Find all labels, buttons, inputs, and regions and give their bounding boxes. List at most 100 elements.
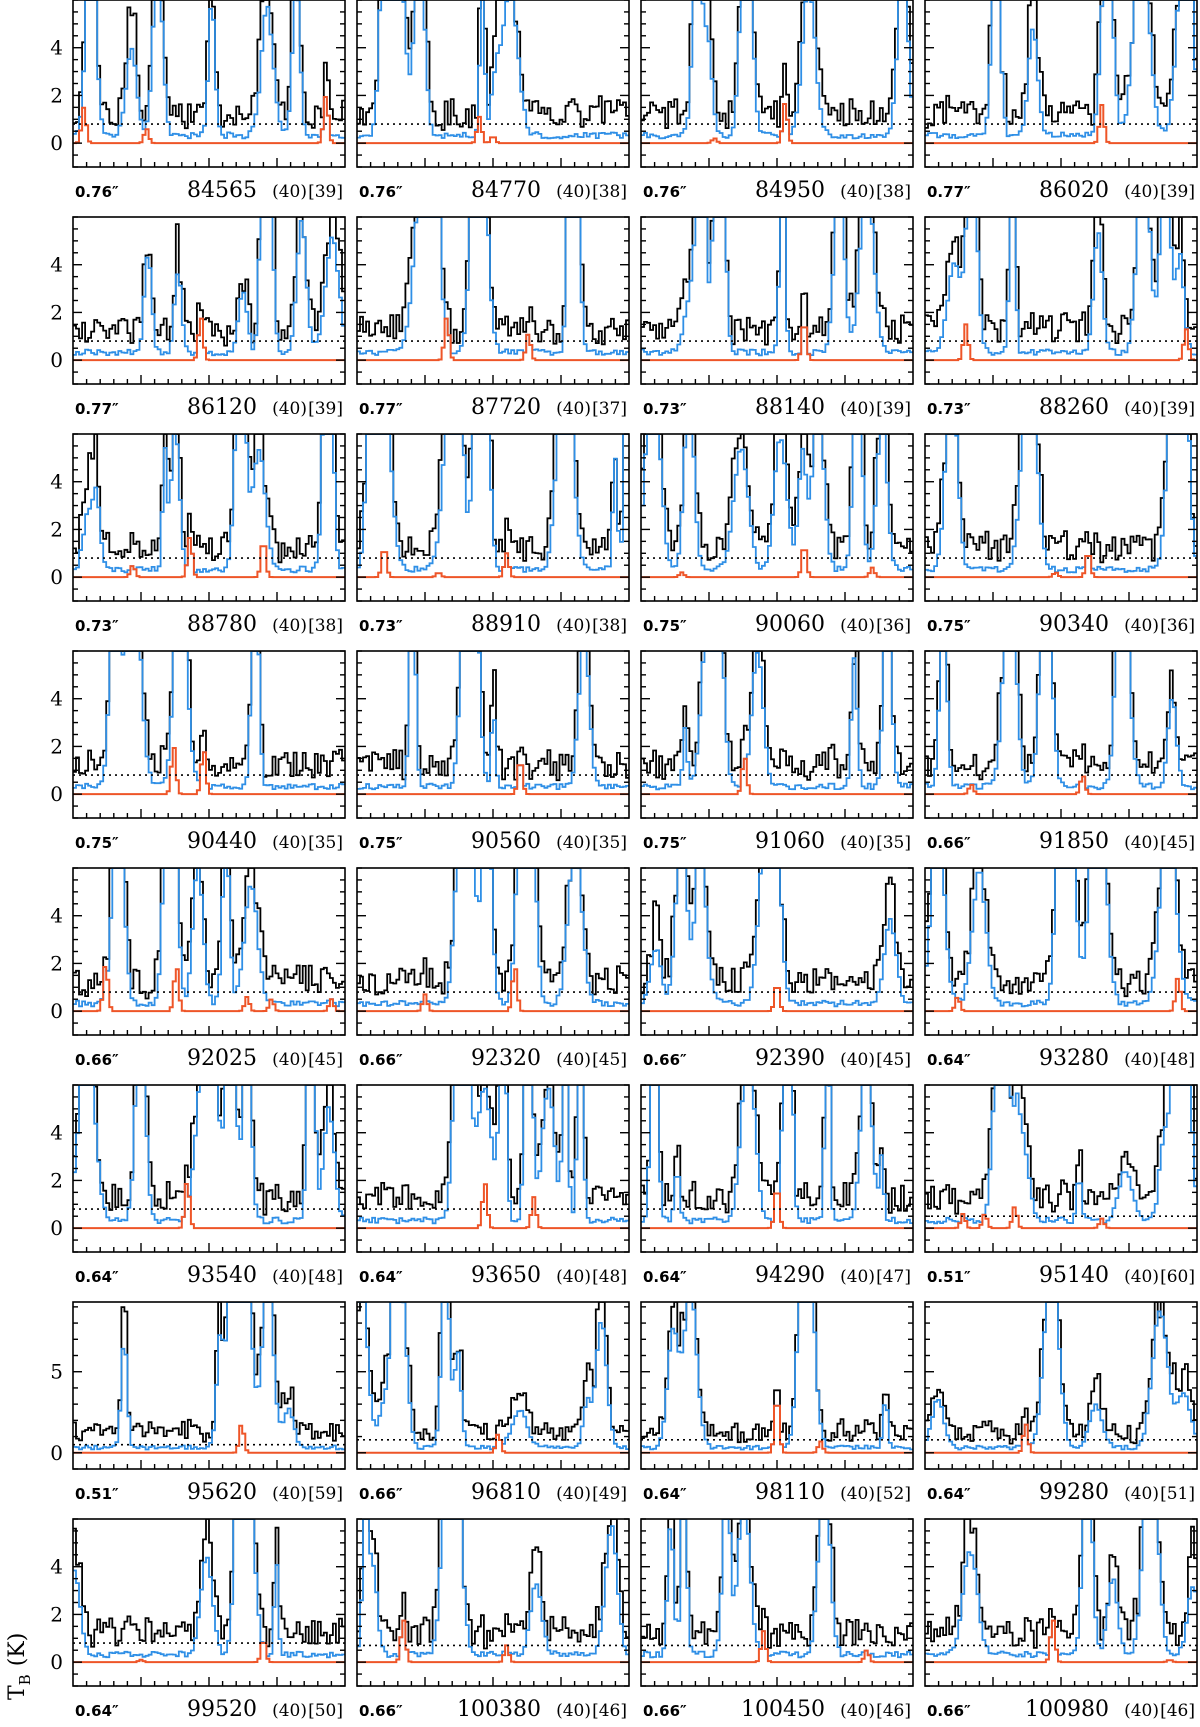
molecule-model-line (641, 549, 913, 579)
resolution-label: (40) (840, 182, 875, 202)
molecule-model-line (925, 104, 1197, 145)
frequency-label: 100450 (741, 1697, 825, 1722)
full-model-line (357, 1302, 629, 1451)
y-tick-label: 0 (50, 1441, 63, 1465)
channel-count-label: [51] (1160, 1484, 1195, 1504)
full-model-line (925, 1519, 1197, 1658)
molecule-model-line (641, 757, 913, 796)
full-model-line (641, 1302, 913, 1451)
full-model-line (73, 434, 345, 574)
resolution-label: (40) (1124, 616, 1159, 636)
channel-count-label: [48] (308, 1267, 343, 1287)
beam-size-label: 0.75″ (643, 834, 687, 852)
beam-size-label: 0.64″ (927, 1485, 971, 1503)
beam-size-label: 0.73″ (359, 617, 403, 635)
spectrum-panel: 0.66″ [46](40) 100380 (356, 1518, 630, 1722)
spectrum-panel: 0.51″ [60](40) 95140 (924, 1084, 1198, 1288)
full-model-line (73, 217, 345, 357)
spectrum-panel: 0.66″ [46](40) 100980 (924, 1518, 1198, 1722)
y-tick-label: 4 (50, 687, 63, 711)
spectrum-panel: 0 2 4 0.73″ [38](40) 88780 (50, 433, 346, 637)
resolution-label: (40) (272, 182, 307, 202)
frequency-label: 99280 (1039, 1480, 1109, 1505)
molecule-model-line (641, 1404, 913, 1454)
full-model-line (73, 0, 345, 140)
beam-size-label: 0.66″ (359, 1702, 403, 1720)
full-model-line (925, 1302, 1197, 1451)
full-model-line (641, 1085, 913, 1225)
resolution-label: (40) (840, 1267, 875, 1287)
beam-size-label: 0.66″ (359, 1485, 403, 1503)
channel-count-label: [36] (1160, 616, 1195, 636)
frequency-label: 92390 (755, 1046, 825, 1071)
spectrum-panel: 0.64″ [47](40) 94290 (640, 1084, 914, 1288)
y-tick-label: 5 (50, 1360, 63, 1384)
observed-spectrum-line (73, 217, 345, 347)
y-tick-label: 0 (50, 348, 63, 372)
full-model-line (641, 868, 913, 1008)
channel-count-label: [39] (308, 399, 343, 419)
channel-count-label: [48] (592, 1267, 627, 1287)
y-tick-label: 2 (50, 83, 63, 107)
beam-size-label: 0.73″ (75, 617, 119, 635)
spectrum-panel: 0.75″ [36](40) 90060 (640, 433, 914, 637)
observed-spectrum-line (925, 434, 1197, 564)
resolution-label: (40) (556, 399, 591, 419)
panel-frame (72, 1084, 346, 1253)
frequency-label: 90060 (755, 612, 825, 637)
molecule-model-line (641, 1192, 913, 1230)
channel-count-label: [46] (876, 1701, 911, 1721)
full-model-line (641, 217, 913, 357)
channel-count-label: [46] (592, 1701, 627, 1721)
observed-spectrum-line (641, 1302, 913, 1444)
full-model-line (925, 868, 1197, 1008)
molecule-model-line (925, 555, 1197, 579)
observed-spectrum-line (641, 434, 913, 561)
molecule-model-line (73, 966, 345, 1013)
spectrum-panel: 0.75″ [35](40) 91060 (640, 650, 914, 854)
spectrum-panel: 0 2 4 0.75″ [35](40) 90440 (50, 650, 346, 854)
panel-frame (640, 867, 914, 1036)
resolution-label: (40) (556, 182, 591, 202)
frequency-label: 98110 (755, 1480, 825, 1505)
molecule-model-line (641, 326, 913, 362)
frequency-label: 84950 (755, 178, 825, 203)
frequency-label: 88780 (187, 612, 257, 637)
full-model-line (357, 868, 629, 1007)
frequency-label: 92320 (471, 1046, 541, 1071)
channel-count-label: [36] (876, 616, 911, 636)
observed-spectrum-line (925, 1519, 1197, 1649)
frequency-label: 94290 (755, 1263, 825, 1288)
spectrum-panel: 0.66″ [45](40) 91850 (924, 650, 1198, 854)
channel-count-label: [35] (308, 833, 343, 853)
spectrum-panel: 0.64″ [48](40) 93280 (924, 867, 1198, 1071)
resolution-label: (40) (1124, 1701, 1159, 1721)
observed-spectrum-line (357, 868, 629, 996)
molecule-model-line (925, 775, 1197, 796)
full-model-line (357, 1085, 629, 1225)
observed-spectrum-line (357, 434, 629, 562)
molecule-model-line (357, 1183, 629, 1230)
frequency-label: 88910 (471, 612, 541, 637)
channel-count-label: [39] (876, 399, 911, 419)
resolution-label: (40) (556, 1701, 591, 1721)
channel-count-label: [39] (1160, 399, 1195, 419)
channel-count-label: [60] (1160, 1267, 1195, 1287)
full-model-line (73, 1085, 345, 1225)
molecule-model-line (73, 1641, 345, 1664)
resolution-label: (40) (840, 1050, 875, 1070)
y-axis-title-unit: (K) (5, 1633, 30, 1667)
channel-count-label: [45] (308, 1050, 343, 1070)
molecule-model-line (73, 96, 345, 145)
beam-size-label: 0.64″ (75, 1268, 119, 1286)
spectrum-panel: 0.75″ [36](40) 90340 (924, 433, 1198, 637)
beam-size-label: 0.64″ (359, 1268, 403, 1286)
observed-spectrum-line (641, 0, 913, 129)
observed-spectrum-line (925, 1302, 1197, 1445)
y-tick-label: 2 (50, 300, 63, 324)
resolution-label: (40) (556, 1484, 591, 1504)
channel-count-label: [46] (1160, 1701, 1195, 1721)
beam-size-label: 0.77″ (927, 183, 971, 201)
